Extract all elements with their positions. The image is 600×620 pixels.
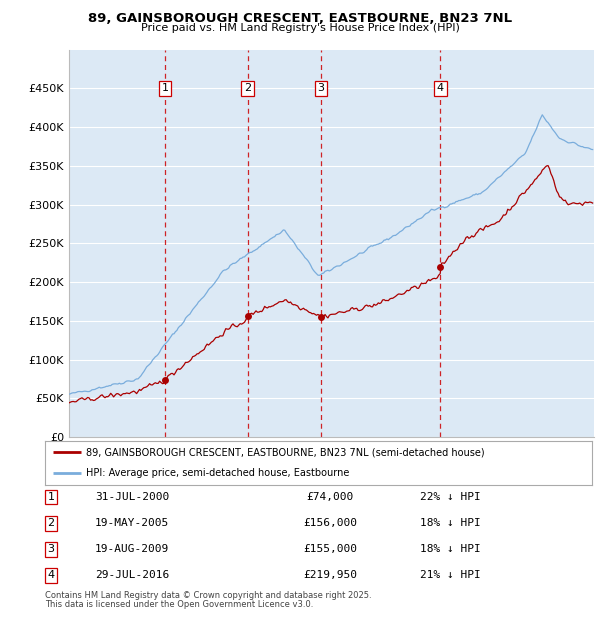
- Text: 3: 3: [317, 83, 325, 94]
- Text: 1: 1: [47, 492, 55, 502]
- Text: 18% ↓ HPI: 18% ↓ HPI: [419, 518, 481, 528]
- Text: 1: 1: [161, 83, 169, 94]
- Text: £219,950: £219,950: [303, 570, 357, 580]
- Text: 29-JUL-2016: 29-JUL-2016: [95, 570, 169, 580]
- Text: Price paid vs. HM Land Registry's House Price Index (HPI): Price paid vs. HM Land Registry's House …: [140, 23, 460, 33]
- Text: £156,000: £156,000: [303, 518, 357, 528]
- Text: 4: 4: [437, 83, 444, 94]
- Text: HPI: Average price, semi-detached house, Eastbourne: HPI: Average price, semi-detached house,…: [86, 467, 349, 477]
- Text: 2: 2: [244, 83, 251, 94]
- Text: 18% ↓ HPI: 18% ↓ HPI: [419, 544, 481, 554]
- Text: Contains HM Land Registry data © Crown copyright and database right 2025.: Contains HM Land Registry data © Crown c…: [45, 590, 371, 600]
- Text: 89, GAINSBOROUGH CRESCENT, EASTBOURNE, BN23 7NL: 89, GAINSBOROUGH CRESCENT, EASTBOURNE, B…: [88, 12, 512, 25]
- Text: 31-JUL-2000: 31-JUL-2000: [95, 492, 169, 502]
- Text: 89, GAINSBOROUGH CRESCENT, EASTBOURNE, BN23 7NL (semi-detached house): 89, GAINSBOROUGH CRESCENT, EASTBOURNE, B…: [86, 447, 485, 458]
- Text: 19-MAY-2005: 19-MAY-2005: [95, 518, 169, 528]
- Text: £155,000: £155,000: [303, 544, 357, 554]
- Text: 19-AUG-2009: 19-AUG-2009: [95, 544, 169, 554]
- Text: £74,000: £74,000: [307, 492, 353, 502]
- Text: 3: 3: [47, 544, 55, 554]
- Text: 4: 4: [47, 570, 55, 580]
- Text: 2: 2: [47, 518, 55, 528]
- Text: This data is licensed under the Open Government Licence v3.0.: This data is licensed under the Open Gov…: [45, 600, 313, 609]
- Text: 22% ↓ HPI: 22% ↓ HPI: [419, 492, 481, 502]
- Text: 21% ↓ HPI: 21% ↓ HPI: [419, 570, 481, 580]
